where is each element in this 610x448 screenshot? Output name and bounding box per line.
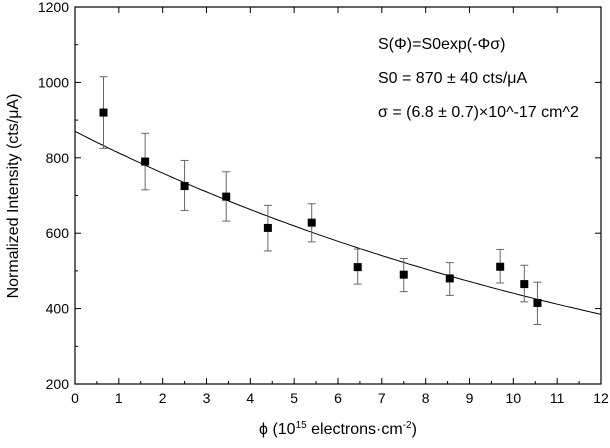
x-tick-label: 12: [593, 390, 609, 406]
data-point: [180, 159, 189, 212]
x-tick-label: 0: [71, 390, 79, 406]
x-axis-label: ϕ (1015 electrons·cm-2): [259, 420, 417, 438]
data-point: [141, 132, 150, 191]
data-point: [222, 171, 231, 222]
square-marker: [399, 270, 408, 279]
y-tick-label: 1200: [38, 0, 69, 15]
y-tick-label: 1000: [38, 74, 69, 90]
x-tick-label: 8: [422, 390, 430, 406]
x-tick-label: 11: [550, 390, 565, 406]
fit-annotation: S(Φ)=S0exp(-Φσ) S0 = 870 ± 40 cts/μA σ =…: [378, 36, 579, 121]
x-tick-label: 1: [115, 390, 123, 406]
y-tick-label: 200: [46, 376, 70, 392]
square-marker: [496, 262, 505, 271]
data-point: [533, 281, 542, 325]
square-marker: [222, 192, 231, 201]
data-point: [496, 248, 505, 284]
fit-curve: [74, 130, 602, 315]
x-tick-label: 4: [246, 390, 254, 406]
data-point: [399, 257, 408, 293]
square-marker: [99, 108, 108, 117]
annotation-sigma: σ = (6.8 ± 0.7)×10^-17 cm^2: [378, 104, 579, 121]
annotation-s0: S0 = 870 ± 40 cts/μA: [378, 70, 528, 87]
square-marker: [307, 218, 316, 227]
plot-frame: [74, 6, 602, 385]
annotation-equation: S(Φ)=S0exp(-Φσ): [378, 36, 505, 53]
x-tick-label: 10: [506, 390, 522, 406]
y-tick-label: 800: [46, 150, 70, 166]
data-point: [263, 204, 272, 252]
square-marker: [445, 274, 454, 283]
y-tick-label: 400: [46, 301, 70, 317]
x-tick-label: 2: [159, 390, 167, 406]
square-marker: [353, 263, 362, 272]
data-point: [307, 203, 316, 243]
x-tick-label: 6: [334, 390, 342, 406]
data-point: [99, 76, 108, 149]
square-marker: [533, 298, 542, 307]
y-axis-label: Normalized Intensity (cts/μA): [5, 94, 22, 299]
data-point: [353, 248, 362, 285]
x-tick-label: 5: [290, 390, 298, 406]
x-tick-label: 3: [203, 390, 211, 406]
square-marker: [180, 182, 189, 191]
square-marker: [520, 280, 529, 289]
y-tick-label: 600: [46, 225, 70, 241]
x-tick-label: 9: [466, 390, 474, 406]
square-marker: [141, 157, 150, 166]
square-marker: [263, 223, 272, 232]
data-point: [445, 262, 454, 296]
x-tick-label: 7: [378, 390, 386, 406]
data-point: [520, 264, 529, 303]
